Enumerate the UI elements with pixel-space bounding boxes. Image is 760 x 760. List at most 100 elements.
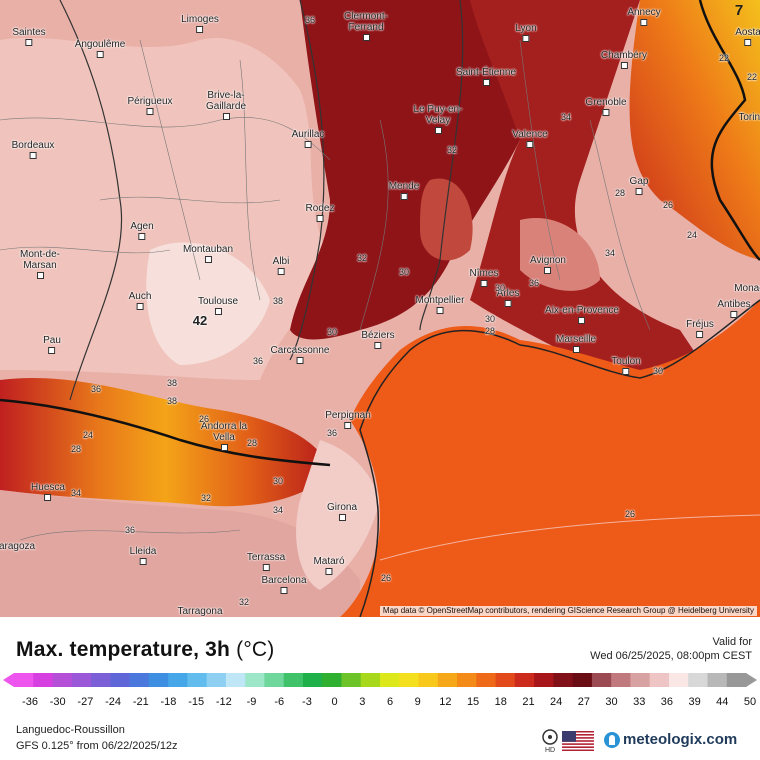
city-marker-icon bbox=[602, 109, 610, 116]
land-zone-alps bbox=[629, 0, 760, 260]
city-marker-icon bbox=[362, 34, 370, 41]
city-frejus: Fréjus bbox=[686, 319, 714, 338]
map-canvas bbox=[0, 0, 760, 617]
city-marker-icon bbox=[139, 558, 147, 565]
city-marker-icon bbox=[325, 568, 333, 575]
scale-tick-label: 39 bbox=[688, 696, 701, 708]
legend-footer: Max. temperature, 3h (°C) Valid for Wed … bbox=[0, 617, 760, 760]
scale-tick-label: -6 bbox=[274, 696, 285, 708]
city-brive: Brive-la-Gaillarde bbox=[196, 90, 256, 120]
city-marker-icon bbox=[504, 300, 512, 307]
contour-label: 34 bbox=[604, 248, 616, 258]
city-marker-icon bbox=[635, 188, 643, 195]
scale-swatch bbox=[14, 673, 34, 687]
contour-label: 34 bbox=[70, 488, 82, 498]
scale-tick-label: 24 bbox=[550, 696, 563, 708]
contour-label: 28 bbox=[484, 326, 496, 336]
city-marker-icon bbox=[138, 233, 146, 240]
contour-label: 30 bbox=[494, 283, 506, 293]
contour-label: 26 bbox=[380, 573, 392, 583]
scale-swatch bbox=[71, 673, 92, 687]
city-marker-icon bbox=[262, 564, 270, 571]
scale-swatch bbox=[399, 673, 420, 687]
contour-label: 22 bbox=[718, 53, 730, 63]
scale-swatch bbox=[572, 673, 593, 687]
city-albi: Albi bbox=[273, 256, 289, 275]
contour-label: 30 bbox=[272, 476, 284, 486]
land-zone-cevennes bbox=[420, 178, 473, 261]
valid-datetime: Wed 06/25/2025, 08:00pm CEST bbox=[590, 650, 752, 662]
city-monaco: Monaco bbox=[734, 283, 760, 294]
city-angouleme: Angoulême bbox=[75, 39, 125, 58]
city-montauban: Montauban bbox=[183, 244, 233, 263]
city-marker-icon bbox=[214, 308, 222, 315]
scale-tick-label: 30 bbox=[605, 696, 618, 708]
land-zone-toulouse bbox=[146, 242, 270, 365]
city-marker-icon bbox=[29, 152, 37, 159]
city-limoges: Limoges bbox=[181, 14, 219, 33]
city-montpellier: Montpellier bbox=[416, 295, 464, 314]
contour-label: 36 bbox=[304, 15, 316, 25]
scale-swatch bbox=[129, 673, 150, 687]
city-beziers: Béziers bbox=[361, 330, 395, 349]
city-marker-icon bbox=[220, 444, 228, 451]
city-marker-icon bbox=[338, 514, 346, 521]
city-marker-icon bbox=[400, 193, 408, 200]
national-border-italy bbox=[698, 0, 760, 261]
city-marker-icon bbox=[480, 280, 488, 287]
contour-label: 34 bbox=[272, 505, 284, 515]
city-perigueux: Périgueux bbox=[127, 96, 173, 115]
city-valence: Valence bbox=[512, 129, 548, 148]
city-tarragona: Tarragona bbox=[177, 606, 223, 617]
city-agen: Agen bbox=[130, 221, 154, 240]
contour-label: 30 bbox=[398, 267, 410, 277]
contour-label: 36 bbox=[326, 428, 338, 438]
city-marker-icon bbox=[436, 307, 444, 314]
scale-tick-label: 18 bbox=[494, 696, 507, 708]
scale-left-arrow bbox=[3, 673, 14, 687]
scale-tick-label: 21 bbox=[522, 696, 535, 708]
contour-label: 36 bbox=[124, 525, 136, 535]
scale-tick-label: -36 bbox=[22, 696, 38, 708]
city-arles: Arles bbox=[497, 288, 519, 307]
scale-tick-label: 0 bbox=[331, 696, 338, 708]
land-zone-massif bbox=[290, 0, 520, 340]
scale-swatch bbox=[457, 673, 477, 687]
city-aosta: Aosta bbox=[735, 27, 760, 46]
city-marker-icon bbox=[196, 26, 204, 33]
scale-swatch bbox=[245, 673, 265, 687]
city-marker-icon bbox=[522, 35, 530, 42]
hd-icon[interactable]: HD bbox=[541, 729, 559, 753]
national-border-spain bbox=[0, 398, 331, 467]
color-scale bbox=[3, 673, 757, 687]
city-marker-icon bbox=[280, 587, 288, 594]
city-marker-icon bbox=[277, 268, 285, 275]
city-saint-etienne: Saint-Étienne bbox=[456, 67, 516, 86]
city-lleida: Lleida bbox=[130, 546, 156, 565]
city-marker-icon bbox=[136, 303, 144, 310]
city-marker-icon bbox=[25, 39, 33, 46]
scale-swatch bbox=[476, 673, 497, 687]
contour-label: 34 bbox=[560, 112, 572, 122]
scale-swatch bbox=[52, 673, 73, 687]
scale-swatch bbox=[91, 673, 111, 687]
city-marker-icon bbox=[620, 62, 628, 69]
city-lyon: Lyon bbox=[515, 23, 537, 42]
brand-logo[interactable]: meteologix.com bbox=[604, 731, 737, 748]
temperature-map[interactable]: Limoges Clermont-Ferrand Annecy Saintes … bbox=[0, 0, 760, 617]
city-marker-icon bbox=[544, 267, 552, 274]
city-marker-icon bbox=[44, 494, 52, 501]
us-flag-icon[interactable] bbox=[562, 731, 594, 751]
contour-label: 24 bbox=[82, 430, 94, 440]
city-gap: Gap bbox=[630, 176, 648, 195]
city-zaragoza: Zaragoza bbox=[0, 541, 36, 552]
city-marker-icon bbox=[304, 141, 312, 148]
city-grenoble: Grenoble bbox=[585, 97, 627, 116]
scale-swatch bbox=[148, 673, 169, 687]
city-andorra: Andorra la Vella bbox=[199, 421, 249, 451]
city-bordeaux: Bordeaux bbox=[12, 140, 54, 159]
city-marker-icon bbox=[696, 331, 704, 338]
land-zone-spain bbox=[0, 490, 360, 617]
city-perpignan: Perpignan bbox=[325, 410, 371, 429]
city-marker-icon bbox=[730, 311, 738, 318]
